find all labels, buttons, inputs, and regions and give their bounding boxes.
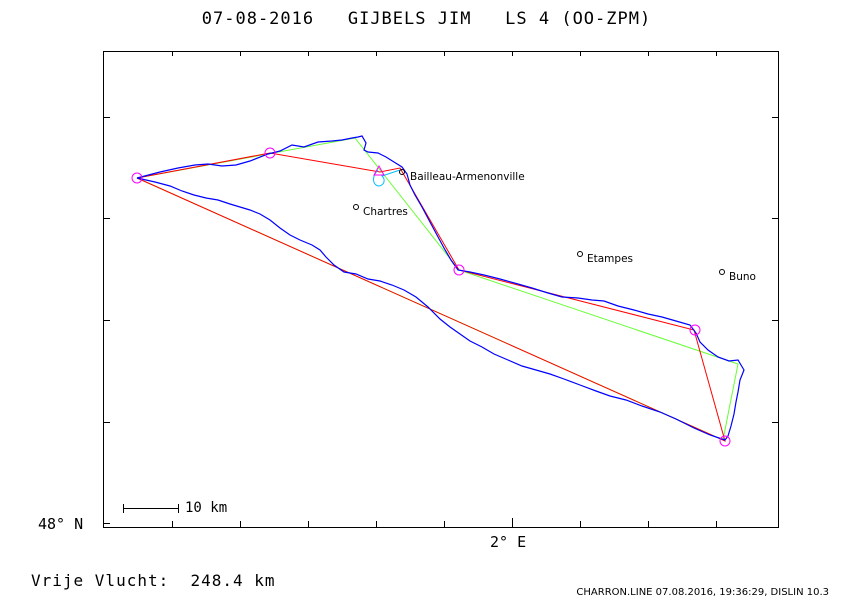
start-triangle — [373, 164, 385, 176]
footer-info: CHARRON.LINE 07.08.2016, 19:36:29, DISLI… — [576, 587, 829, 598]
turnpoint-circle — [689, 324, 701, 336]
left-ticks — [103, 117, 110, 524]
turnpoint-circle — [719, 435, 731, 447]
place-label-chartres: Chartres — [363, 206, 408, 218]
turnpoint-circle — [131, 172, 143, 184]
top-ticks — [172, 51, 717, 56]
place-dot-bailleau — [399, 169, 405, 175]
right-ticks — [772, 117, 779, 423]
bottom-ticks — [172, 518, 717, 527]
scale-bar-label: 10 km — [185, 500, 228, 516]
place-label-bailleau: Bailleau-Armenonville — [410, 171, 525, 183]
optimized-route-line — [136, 137, 739, 441]
flight-distance: Vrije Vlucht: 248.4 km — [31, 571, 276, 590]
flight-track — [136, 135, 745, 441]
place-dot-buno — [719, 269, 725, 275]
flight-date: 07-08-2016 — [201, 9, 315, 29]
longitude-label: 2° E — [490, 533, 527, 551]
turnpoint-circle — [453, 264, 465, 276]
page-title: 07-08-2016 GIJBELS JIM LS 4 (OO-ZPM) — [0, 9, 853, 29]
climb-track — [373, 169, 401, 187]
place-label-buno: Buno — [729, 271, 756, 283]
place-dot-chartres — [353, 204, 359, 210]
glider-id: LS 4 (OO-ZPM) — [505, 9, 652, 29]
place-dot-etampes — [577, 251, 583, 257]
turnpoint-circle — [264, 147, 276, 159]
latitude-label: 48° N — [38, 515, 84, 533]
map-frame — [103, 51, 779, 528]
distance-caption: Vrije Vlucht: — [31, 571, 170, 590]
place-label-etampes: Etampes — [587, 253, 633, 265]
scale-bar — [123, 504, 179, 513]
turnpoint-markers — [131, 147, 731, 447]
place-markers — [353, 169, 725, 275]
pilot-name: GIJBELS JIM — [347, 9, 472, 29]
distance-value: 248.4 km — [190, 571, 276, 590]
task-route-line — [136, 152, 726, 442]
